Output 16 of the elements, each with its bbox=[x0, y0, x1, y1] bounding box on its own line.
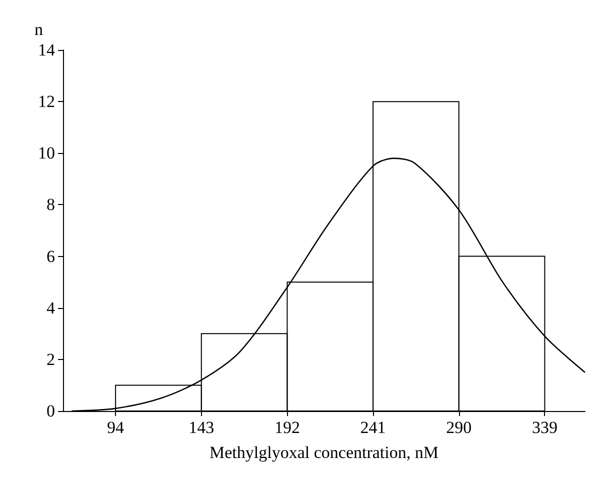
x-tick-label: 143 bbox=[188, 418, 214, 437]
x-axis-title: Methylglyoxal concentration, nM bbox=[210, 443, 438, 462]
x-tick-label: 290 bbox=[446, 418, 472, 437]
x-tick-label: 94 bbox=[107, 418, 125, 437]
x-tick-label: 339 bbox=[532, 418, 558, 437]
y-tick-label: 4 bbox=[46, 298, 56, 318]
x-tick-label: 241 bbox=[360, 418, 386, 437]
y-tick-label: 6 bbox=[46, 246, 55, 266]
y-tick-label: 0 bbox=[46, 402, 55, 420]
y-tick-label: 14 bbox=[38, 40, 56, 60]
y-tick-label: 8 bbox=[46, 195, 55, 214]
y-tick-label: 12 bbox=[38, 92, 55, 112]
y-axis-title: n bbox=[34, 20, 44, 39]
y-tick-label: 2 bbox=[46, 350, 55, 369]
x-tick-label: 192 bbox=[274, 418, 300, 437]
y-tick-label: 10 bbox=[38, 144, 55, 163]
